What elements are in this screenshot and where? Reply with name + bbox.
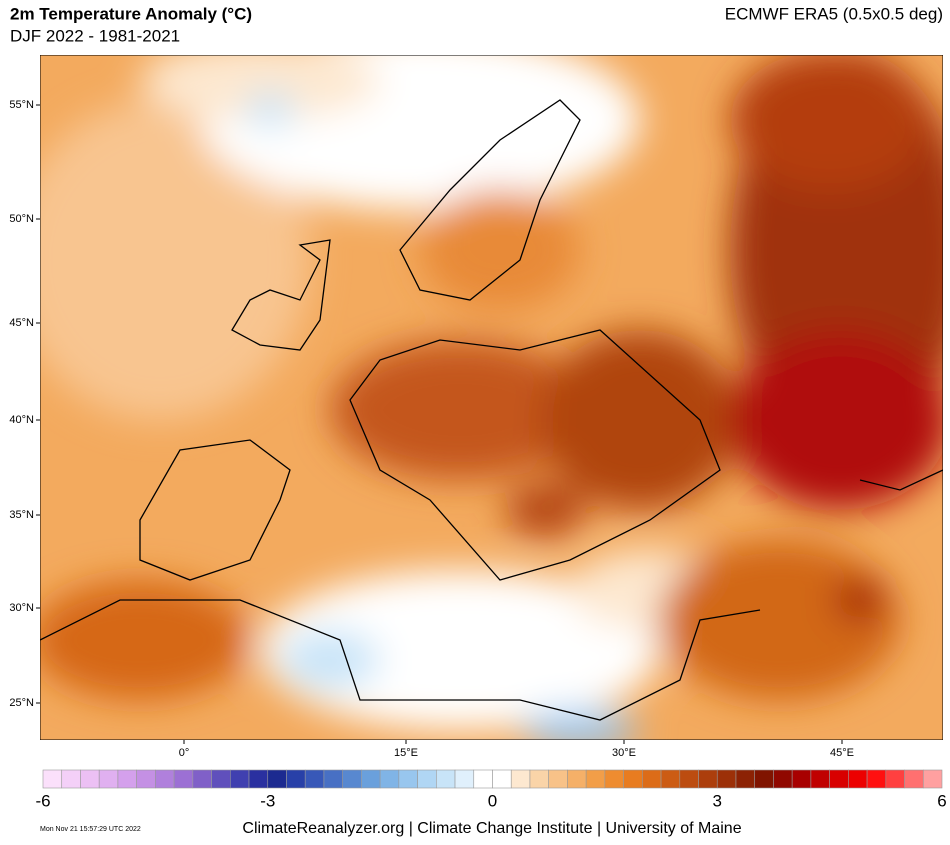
colorbar-tick-label: -6 <box>35 791 50 810</box>
color-swatch <box>80 769 100 789</box>
color-swatch <box>436 769 456 789</box>
color-swatch <box>848 769 868 789</box>
color-swatch <box>379 769 400 789</box>
colorbar-tick-label: 0 <box>488 791 497 810</box>
color-swatch <box>866 769 887 789</box>
color-swatch <box>922 769 943 789</box>
colorbar-tick-label: -3 <box>260 791 275 810</box>
color-swatch <box>361 769 381 789</box>
colorbar-tick-label: 6 <box>937 791 946 810</box>
color-swatch <box>173 769 194 789</box>
color-swatch <box>829 769 849 789</box>
color-swatch <box>754 769 774 789</box>
lon-label: 45°E <box>830 747 854 759</box>
color-swatch <box>267 769 287 789</box>
color-swatch <box>773 769 793 789</box>
color-swatch <box>42 769 63 789</box>
color-swatch <box>417 769 437 789</box>
color-swatch <box>679 769 699 789</box>
color-swatch <box>192 769 212 789</box>
color-swatch <box>61 769 81 789</box>
color-swatch <box>791 769 812 789</box>
color-swatch <box>229 769 250 789</box>
color-swatch <box>398 769 418 789</box>
anomaly-field <box>40 55 943 740</box>
color-swatch <box>548 769 568 789</box>
colorbar: -6 -3 0 3 6 <box>35 769 947 810</box>
color-swatch <box>98 769 119 789</box>
color-swatch <box>454 769 475 789</box>
color-swatch <box>660 769 681 789</box>
subtitle: DJF 2022 - 1981-2021 <box>10 26 180 45</box>
lat-label: 35°N <box>9 509 34 521</box>
color-swatch <box>510 769 531 789</box>
color-swatch <box>492 769 512 789</box>
color-swatch <box>810 769 830 789</box>
lat-label: 30°N <box>9 602 34 614</box>
map-axes: 55°N 50°N 45°N 40°N 35°N 30°N 25°N 0° 15°E 30°E 45… <box>9 99 854 759</box>
dataset: ECMWF ERA5 (0.5x0.5 deg) <box>725 4 943 23</box>
color-swatch <box>604 769 624 789</box>
credit: ClimateReanalyzer.org | Climate Change I… <box>242 820 741 837</box>
color-swatch <box>716 769 737 789</box>
color-swatch <box>904 769 924 789</box>
color-swatch <box>136 769 156 789</box>
lat-label: 40°N <box>9 414 34 426</box>
color-swatch <box>529 769 549 789</box>
color-swatch <box>304 769 325 789</box>
lat-label: 25°N <box>9 697 34 709</box>
color-swatch <box>286 769 306 789</box>
map <box>40 55 943 740</box>
color-swatch <box>885 769 905 789</box>
lat-label: 50°N <box>9 213 34 225</box>
color-swatch <box>323 769 343 789</box>
color-swatch <box>473 769 493 789</box>
color-swatch <box>155 769 175 789</box>
lon-label: 15°E <box>394 747 418 759</box>
color-swatch <box>117 769 137 789</box>
color-swatch <box>642 769 662 789</box>
colorbar-tick-label: 3 <box>713 791 722 810</box>
color-swatch <box>248 769 269 789</box>
lat-label: 55°N <box>9 99 34 111</box>
color-swatch <box>567 769 587 789</box>
color-swatch <box>211 769 231 789</box>
lon-label: 0° <box>179 747 190 759</box>
lat-label: 45°N <box>9 317 34 329</box>
color-swatch <box>623 769 643 789</box>
color-swatch <box>735 769 756 789</box>
lon-label: 30°E <box>612 747 636 759</box>
color-swatch <box>342 769 362 789</box>
color-swatch <box>698 769 718 789</box>
color-swatch <box>585 769 606 789</box>
title: 2m Temperature Anomaly (°C) <box>10 4 252 23</box>
timestamp: Mon Nov 21 15:57:29 UTC 2022 <box>40 826 141 833</box>
coastlines <box>40 99 943 721</box>
